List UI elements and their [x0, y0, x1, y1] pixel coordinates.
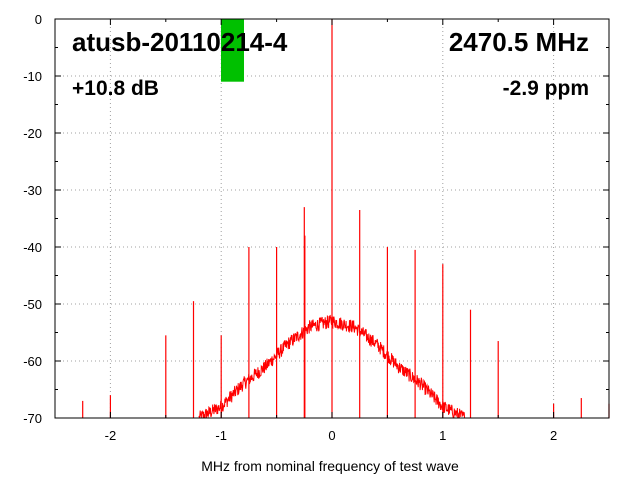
- x-tick-label: -1: [215, 428, 227, 443]
- y-tick-label: -10: [23, 69, 42, 84]
- y-tick-label: 0: [35, 12, 42, 27]
- x-tick-label: 0: [328, 428, 335, 443]
- gain-label: +10.8 dB: [72, 77, 159, 100]
- level-indicator-bar: [221, 19, 244, 82]
- x-tick-label: -2: [105, 428, 117, 443]
- y-tick-label: -20: [23, 126, 42, 141]
- ppm-label: -2.9 ppm: [503, 77, 589, 100]
- x-tick-label: 2: [550, 428, 557, 443]
- y-tick-label: -60: [23, 354, 42, 369]
- y-tick-label: -70: [23, 411, 42, 426]
- y-tick-label: -40: [23, 240, 42, 255]
- frequency-label: 2470.5 MHz: [449, 27, 589, 57]
- y-tick-label: -50: [23, 297, 42, 312]
- x-tick-label: 1: [439, 428, 446, 443]
- axis-ticks: 0-10-20-30-40-50-60-70-2 -1 0 1 2: [23, 12, 610, 443]
- x-axis-label: MHz from nominal frequency of test wave: [201, 458, 459, 474]
- device-name-label: atusb-20110214-4: [72, 27, 288, 57]
- y-tick-label: -30: [23, 183, 42, 198]
